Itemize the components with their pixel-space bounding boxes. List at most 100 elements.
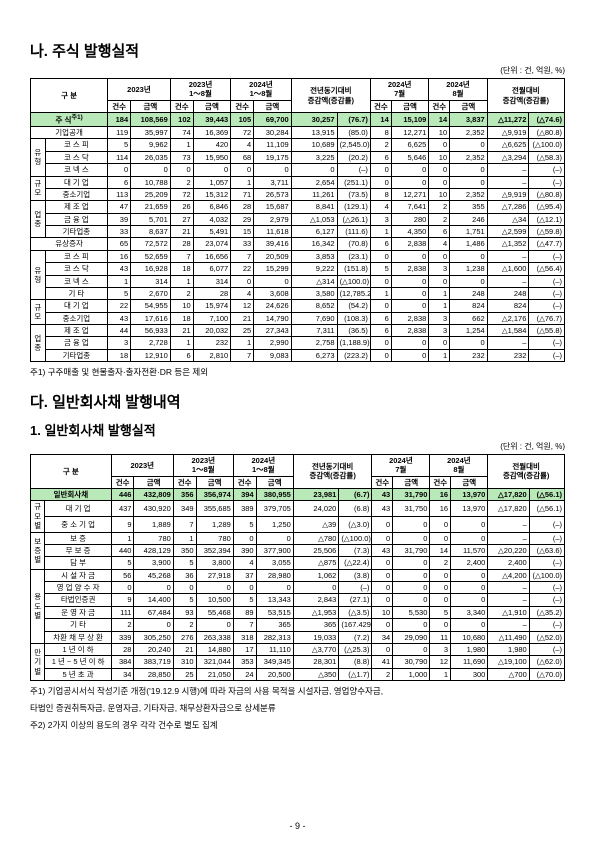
data-cell: 2	[370, 139, 391, 151]
data-cell: 353	[233, 656, 256, 668]
cat-gyu2: 규 모	[31, 300, 46, 325]
data-cell: 71	[231, 188, 254, 200]
data-cell: (△22.4)	[339, 557, 372, 569]
data-cell: 10,680	[451, 631, 488, 643]
data-cell: 15,312	[193, 188, 231, 200]
data-cell: 0	[391, 349, 429, 361]
data-cell: 1	[231, 337, 254, 349]
data-cell: 5	[233, 594, 256, 606]
table-bond: 구 분 2023년 2023년 1～8월 2024년 1～8월 전년동기대비 증…	[30, 454, 565, 681]
data-cell: 0	[370, 176, 391, 188]
data-cell: 12,271	[391, 188, 429, 200]
data-cell: 102	[170, 113, 193, 127]
data-cell: (1,188.9)	[337, 337, 370, 349]
data-cell: 2,810	[193, 349, 231, 361]
data-cell: 0	[393, 516, 430, 532]
data-cell: 6	[108, 176, 131, 188]
data-cell: 31,750	[393, 501, 430, 517]
th-gubun: 구 분	[31, 79, 108, 113]
data-cell: –	[487, 176, 529, 188]
data-cell: 14	[370, 113, 391, 127]
row-label: 코 스 닥	[45, 263, 108, 275]
data-cell: 10	[429, 151, 450, 163]
data-cell: 10	[429, 127, 450, 139]
data-cell: (△70.0)	[529, 668, 564, 680]
data-cell: 72	[231, 127, 254, 139]
data-cell: 1,486	[450, 238, 488, 250]
data-cell: 5	[173, 594, 196, 606]
data-cell: 22	[108, 300, 131, 312]
data-cell: 43	[108, 312, 131, 324]
data-cell: 22	[231, 263, 254, 275]
data-cell: △1,352	[487, 238, 529, 250]
data-cell: 300	[451, 668, 488, 680]
data-cell: 65	[108, 238, 131, 250]
data-cell: △6,625	[487, 139, 529, 151]
data-cell: 72,572	[131, 238, 171, 250]
data-cell: (70.8)	[337, 238, 370, 250]
data-cell: △4,200	[488, 569, 529, 581]
data-cell: 446	[111, 489, 134, 501]
data-cell: 21	[231, 312, 254, 324]
data-cell: 7,641	[391, 201, 429, 213]
data-cell: 0	[370, 164, 391, 176]
data-cell: (85.0)	[337, 127, 370, 139]
data-cell: 5	[430, 606, 451, 618]
data-cell: (73.5)	[337, 188, 370, 200]
data-cell: 4	[429, 238, 450, 250]
data-cell: 6	[370, 238, 391, 250]
data-cell: 0	[131, 164, 171, 176]
data-cell: 24	[233, 668, 256, 680]
data-cell: –	[487, 164, 529, 176]
data-cell: 34	[372, 631, 393, 643]
data-cell: (–)	[337, 164, 370, 176]
data-cell: 2,400	[488, 557, 529, 569]
data-cell: △1,584	[487, 325, 529, 337]
data-cell: 26	[170, 201, 193, 213]
row-label: 담 부	[45, 557, 111, 569]
data-cell: 1	[231, 176, 254, 188]
data-cell: △700	[488, 668, 529, 680]
data-cell: 339	[111, 631, 134, 643]
data-cell: 248	[450, 287, 488, 299]
data-cell: 11,570	[451, 544, 488, 556]
row-label: 금 융 업	[45, 213, 108, 225]
data-cell: 0	[430, 582, 451, 594]
data-cell: 43	[372, 544, 393, 556]
data-cell: 26,035	[131, 151, 171, 163]
data-cell: 28	[170, 238, 193, 250]
cat-gyu: 규 모	[31, 176, 46, 201]
data-cell: 3,800	[196, 557, 233, 569]
data-cell: 276	[173, 631, 196, 643]
data-cell: 0	[393, 594, 430, 606]
data-cell: (251.1)	[337, 176, 370, 188]
data-cell: 2	[372, 668, 393, 680]
data-cell: 108,569	[131, 113, 171, 127]
data-cell: 2,670	[131, 287, 171, 299]
data-cell: 1,238	[450, 263, 488, 275]
data-cell: –	[487, 337, 529, 349]
data-cell: 68	[231, 151, 254, 163]
data-cell: 6	[429, 226, 450, 238]
data-cell: 43	[108, 263, 131, 275]
data-cell: 0	[256, 532, 293, 544]
data-cell: 5	[108, 139, 131, 151]
row-label: 제 조 업	[45, 201, 108, 213]
data-cell: (△74.6)	[529, 113, 565, 127]
data-cell: 10	[170, 300, 193, 312]
footnote2c: 주2) 2가지 이상의 용도의 경우 각각 건수로 별도 집계	[30, 719, 565, 732]
data-cell: 0	[430, 594, 451, 606]
data-cell: 69,700	[254, 113, 292, 127]
data-cell: (7.2)	[339, 631, 372, 643]
data-cell: 6,127	[291, 226, 337, 238]
data-cell: 1	[108, 275, 131, 287]
section2-subtitle: 1. 일반회사채 발행실적	[30, 420, 565, 439]
data-cell: (–)	[529, 594, 564, 606]
data-cell: (△63.6)	[529, 544, 564, 556]
data-cell: 314	[193, 275, 231, 287]
data-cell: 2,838	[391, 263, 429, 275]
data-cell: (–)	[529, 287, 565, 299]
data-cell: 10	[372, 606, 393, 618]
data-cell: 0	[170, 164, 193, 176]
row-label: 기 타	[45, 287, 108, 299]
